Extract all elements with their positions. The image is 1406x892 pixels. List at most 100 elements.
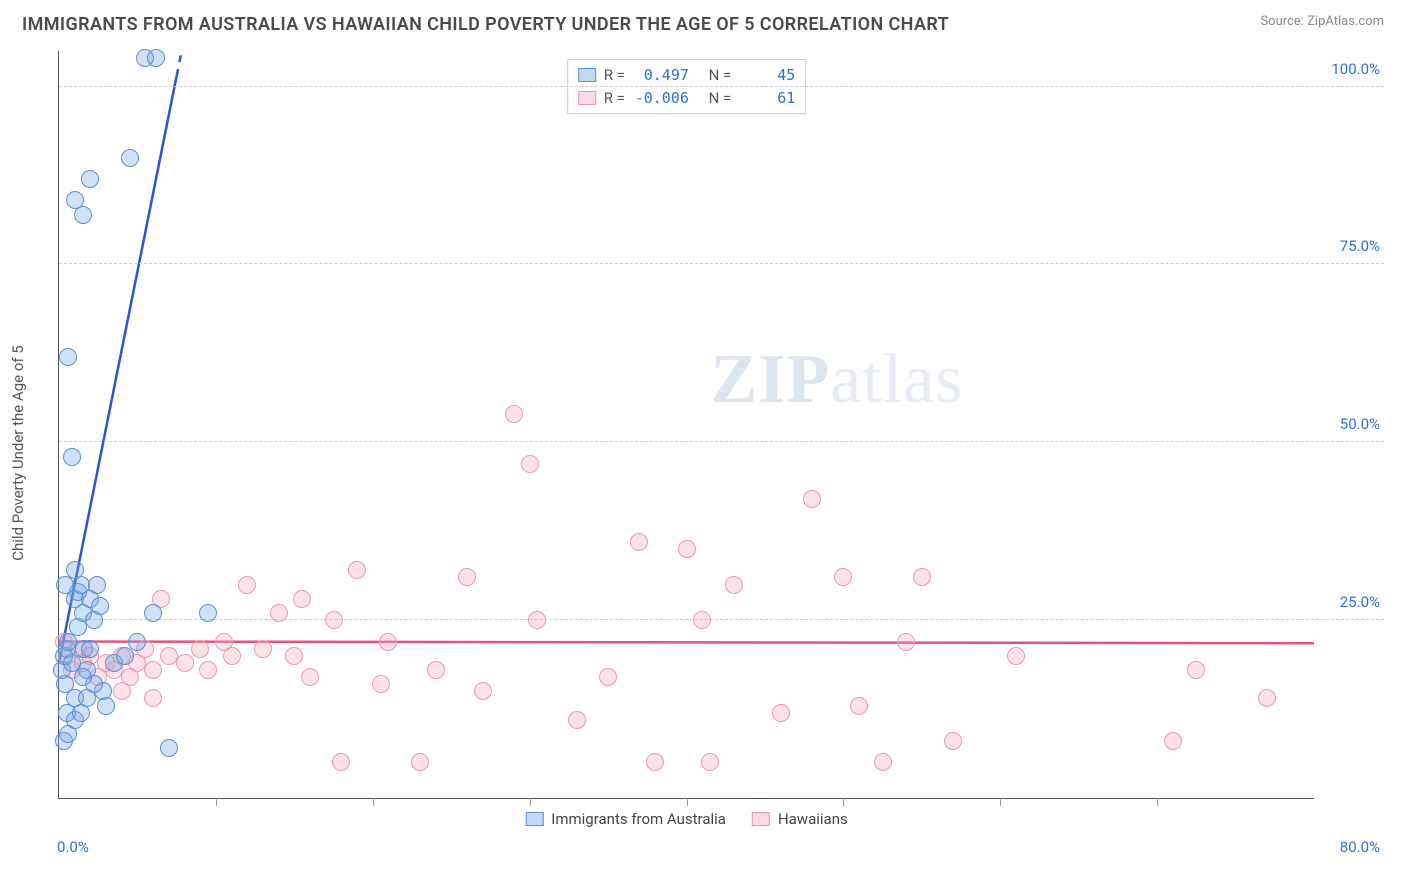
- data-point-blue: [144, 604, 162, 622]
- data-point-pink: [144, 689, 162, 707]
- n-label: N =: [709, 87, 732, 110]
- data-point-pink: [348, 561, 366, 579]
- data-point-blue: [97, 697, 115, 715]
- data-point-pink: [505, 405, 523, 423]
- data-point-pink: [411, 753, 429, 771]
- ytick-label: 25.0%: [1320, 593, 1380, 611]
- data-point-blue: [160, 739, 178, 757]
- xtick-label-min: 0.0%: [57, 838, 89, 856]
- source-label: Source:: [1260, 14, 1303, 29]
- data-point-pink: [693, 611, 711, 629]
- swatch-pink: [752, 812, 770, 826]
- swatch-blue: [578, 68, 596, 82]
- data-point-pink: [379, 633, 397, 651]
- data-point-pink: [1164, 732, 1182, 750]
- data-point-blue: [147, 49, 165, 67]
- data-point-pink: [913, 568, 931, 586]
- gridline-h: [59, 441, 1384, 442]
- data-point-pink: [427, 661, 445, 679]
- tick-v: [687, 798, 688, 806]
- watermark-rest: atlas: [830, 341, 963, 418]
- ytick-label: 100.0%: [1320, 60, 1380, 78]
- data-point-pink: [301, 668, 319, 686]
- data-point-pink: [599, 668, 617, 686]
- swatch-pink: [578, 91, 596, 105]
- data-point-pink: [725, 576, 743, 594]
- tick-v: [373, 798, 374, 806]
- stats-row-pink: R = -0.006 N = 61: [578, 87, 796, 110]
- data-point-blue: [56, 576, 74, 594]
- data-point-pink: [646, 753, 664, 771]
- data-point-blue: [59, 348, 77, 366]
- data-point-blue: [81, 170, 99, 188]
- data-point-pink: [850, 697, 868, 715]
- data-point-blue: [199, 604, 217, 622]
- tick-v: [530, 798, 531, 806]
- n-label: N =: [709, 64, 732, 87]
- legend-label-pink: Hawaiians: [778, 810, 848, 828]
- y-axis-label: Child Poverty Under the Age of 5: [9, 345, 27, 561]
- data-point-pink: [144, 661, 162, 679]
- r-value-pink: -0.006: [633, 87, 689, 110]
- data-point-pink: [1258, 689, 1276, 707]
- data-point-blue: [74, 668, 92, 686]
- data-point-pink: [944, 732, 962, 750]
- data-point-blue: [121, 149, 139, 167]
- data-point-pink: [285, 647, 303, 665]
- data-point-pink: [630, 533, 648, 551]
- data-point-pink: [238, 576, 256, 594]
- data-point-pink: [325, 611, 343, 629]
- data-point-blue: [128, 633, 146, 651]
- data-point-pink: [701, 753, 719, 771]
- data-point-pink: [293, 590, 311, 608]
- data-point-blue: [116, 647, 134, 665]
- data-point-pink: [521, 455, 539, 473]
- watermark: ZIPatlas: [711, 340, 964, 420]
- data-point-pink: [568, 711, 586, 729]
- legend-item-pink: Hawaiians: [752, 810, 848, 828]
- series-legend: Immigrants from Australia Hawaiians: [525, 810, 847, 828]
- data-point-blue: [74, 206, 92, 224]
- legend-label-blue: Immigrants from Australia: [551, 810, 726, 828]
- data-point-pink: [803, 490, 821, 508]
- ytick-label: 50.0%: [1320, 415, 1380, 433]
- data-point-pink: [372, 675, 390, 693]
- trend-lines: [59, 51, 1314, 798]
- gridline-h: [59, 263, 1384, 264]
- r-value-blue: 0.497: [633, 64, 689, 87]
- swatch-blue: [525, 812, 543, 826]
- watermark-bold: ZIP: [711, 341, 831, 418]
- legend-item-blue: Immigrants from Australia: [525, 810, 726, 828]
- data-point-pink: [772, 704, 790, 722]
- source-name: ZipAtlas.com: [1307, 14, 1384, 29]
- data-point-pink: [897, 633, 915, 651]
- data-point-blue: [91, 597, 109, 615]
- data-point-pink: [332, 753, 350, 771]
- xtick-label-max: 80.0%: [1340, 838, 1380, 856]
- r-label: R =: [604, 64, 625, 87]
- gridline-h: [59, 619, 1384, 620]
- data-point-pink: [474, 682, 492, 700]
- data-point-pink: [874, 753, 892, 771]
- r-label: R =: [604, 87, 625, 110]
- data-point-pink: [270, 604, 288, 622]
- data-point-pink: [458, 568, 476, 586]
- correlation-chart: Child Poverty Under the Age of 5 ZIPatla…: [22, 43, 1384, 863]
- source-attribution: Source: ZipAtlas.com: [1260, 14, 1384, 29]
- data-point-pink: [176, 654, 194, 672]
- data-point-pink: [834, 568, 852, 586]
- ytick-label: 75.0%: [1320, 237, 1380, 255]
- data-point-pink: [113, 682, 131, 700]
- data-point-blue: [63, 448, 81, 466]
- tick-v: [1157, 798, 1158, 806]
- stats-row-blue: R = 0.497 N = 45: [578, 64, 796, 87]
- data-point-blue: [88, 576, 106, 594]
- data-point-pink: [223, 647, 241, 665]
- tick-v: [216, 798, 217, 806]
- data-point-pink: [678, 540, 696, 558]
- plot-area: ZIPatlas R = 0.497 N = 45 R = -0.006 N =…: [58, 51, 1314, 799]
- n-value-blue: 45: [739, 64, 795, 87]
- data-point-pink: [254, 640, 272, 658]
- tick-v: [1000, 798, 1001, 806]
- tick-v: [843, 798, 844, 806]
